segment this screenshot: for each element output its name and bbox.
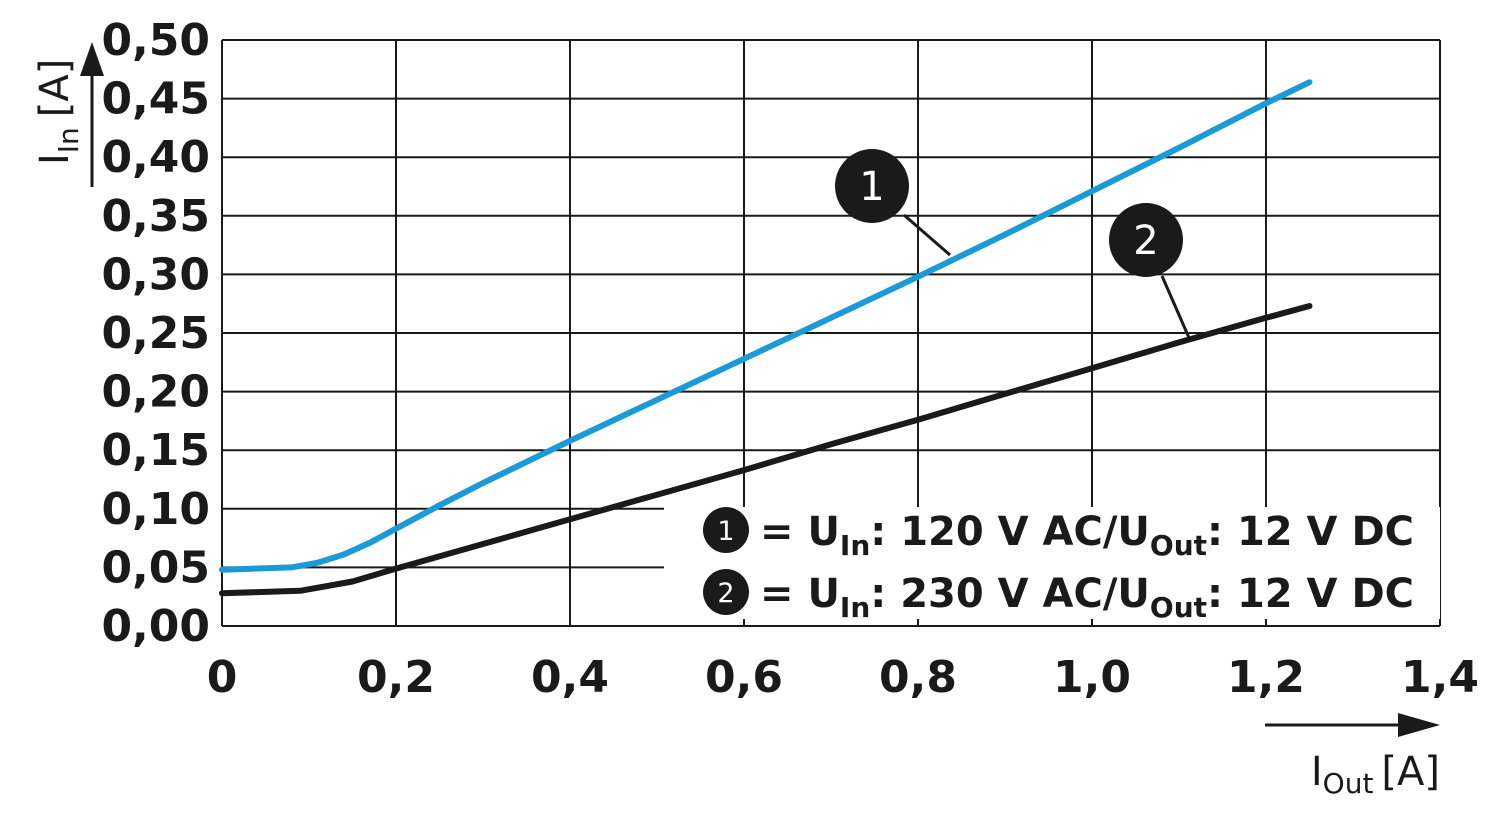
series-2-line (219, 303, 1313, 597)
x-axis-title-unit: [A] (1381, 749, 1440, 795)
y-axis-title: IIn [A] (32, 59, 85, 165)
legend-background (664, 507, 1440, 619)
x-tick-label: 0,4 (531, 652, 609, 703)
x-axis-title: IOut [A] (1311, 749, 1440, 800)
y-tick-label: 0,35 (101, 191, 210, 242)
y-tick-labels: 0,00 0,05 0,10 0,15 0,20 0,25 0,30 0,35 0,40 0,45… (101, 15, 210, 652)
legend-text-1: = UIn: 120 V AC/UOut: 12 V DC (760, 509, 1414, 562)
x-axis-arrow-icon (1398, 713, 1440, 737)
x-tick-label: 1,2 (1227, 652, 1305, 703)
y-tick-label: 0,15 (101, 425, 210, 476)
x-tick-labels: 0 0,2 0,4 0,6 0,8 1,0 1,2 1,4 (207, 652, 1479, 703)
callout-2-marker (1109, 203, 1183, 277)
x-axis-title-sub: Out (1323, 767, 1374, 800)
x-tick-label: 0,8 (879, 652, 957, 703)
y-axis-title-unit: [A] (32, 59, 78, 118)
x-axis-title-main: I (1311, 749, 1323, 795)
callout-2: 2 (1109, 203, 1192, 341)
y-tick-label: 0,05 (101, 542, 210, 593)
series-lines (219, 79, 1313, 597)
x-tick-label: 0,6 (705, 652, 783, 703)
legend-marker-2 (703, 569, 749, 615)
legend-marker-2-label: 2 (717, 578, 734, 609)
legend-marker-1 (703, 507, 749, 553)
x-tick-label: 1,4 (1401, 652, 1479, 703)
legend: 1 = UIn: 120 V AC/UOut: 12 V DC 2 = UIn:… (703, 507, 1414, 624)
callout-2-leader (1160, 275, 1192, 341)
legend-item-2: 2 = UIn: 230 V AC/UOut: 12 V DC (703, 569, 1414, 624)
legend-item-1: 1 = UIn: 120 V AC/UOut: 12 V DC (703, 507, 1414, 562)
callout-1-leader (903, 213, 951, 257)
y-axis-title-sub: In (52, 127, 85, 153)
callout-1: 1 (835, 149, 951, 257)
y-tick-label: 0,20 (101, 367, 210, 418)
callout-1-marker (835, 149, 909, 223)
y-tick-label: 0,40 (101, 132, 210, 183)
y-tick-label: 0,45 (101, 74, 210, 125)
y-tick-label: 0,10 (101, 484, 210, 535)
grid-lines (221, 39, 1441, 627)
y-tick-label: 0,00 (101, 601, 210, 652)
legend-text-2: = UIn: 230 V AC/UOut: 12 V DC (760, 571, 1414, 624)
series-1-line (219, 79, 1313, 573)
legend-marker-1-label: 1 (717, 516, 734, 547)
x-tick-label: 0 (207, 652, 238, 703)
y-tick-label: 0,50 (101, 15, 210, 66)
y-axis-arrow-icon (80, 42, 104, 76)
svg-text:IIn[A]: IIn [A] (32, 59, 85, 165)
x-tick-label: 0,2 (357, 652, 435, 703)
callout-2-label: 2 (1133, 218, 1158, 264)
y-tick-label: 0,30 (101, 249, 210, 300)
y-tick-label: 0,25 (101, 308, 210, 359)
y-axis-title-main: I (32, 153, 78, 165)
x-tick-label: 1,0 (1053, 652, 1131, 703)
callout-1-label: 1 (859, 164, 884, 210)
